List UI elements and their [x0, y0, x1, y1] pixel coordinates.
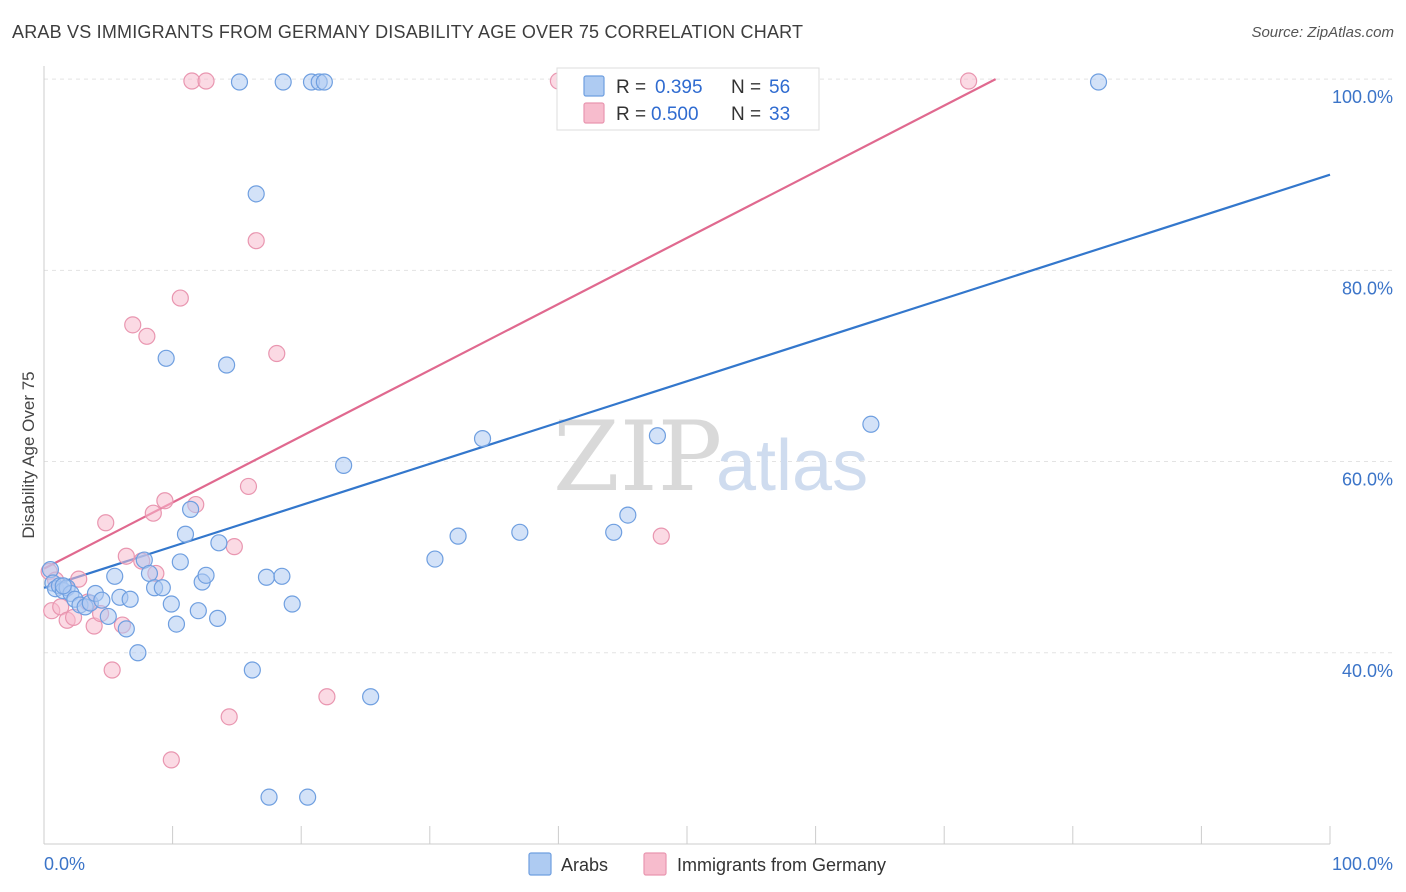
- correlation-legend: R = 0.395 N = 56 R = 0.500 N = 33: [556, 67, 820, 131]
- legend-n-value-germany: 33: [769, 104, 790, 125]
- point-arabs: [862, 415, 880, 433]
- point-arabs: [93, 591, 111, 609]
- point-arabs: [218, 356, 236, 374]
- bottom-legend-swatch-arabs: [528, 852, 552, 876]
- point-arabs: [176, 525, 195, 543]
- x-tick-label-max: 100.0%: [1332, 854, 1393, 874]
- point-arabs: [157, 349, 175, 367]
- point-arabs: [274, 73, 292, 91]
- point-arabs: [335, 456, 353, 474]
- point-germany: [70, 570, 88, 588]
- point-arabs: [182, 500, 200, 518]
- y-tick-label: 100.0%: [1332, 87, 1393, 107]
- point-germany: [97, 514, 115, 532]
- point-germany: [960, 72, 978, 90]
- point-arabs: [230, 73, 249, 91]
- point-germany: [138, 327, 156, 345]
- legend-n-label-arabs: N =: [731, 77, 761, 98]
- trend-line-germany: [43, 78, 997, 570]
- legend-r-label-arabs: R =: [616, 77, 646, 98]
- point-arabs: [605, 523, 623, 541]
- point-arabs: [210, 534, 228, 552]
- point-arabs: [129, 644, 147, 662]
- point-arabs: [426, 550, 444, 568]
- series-legend: Arabs Immigrants from Germany: [528, 852, 886, 876]
- bottom-legend-label-arabs: Arabs: [561, 855, 608, 875]
- point-arabs: [162, 595, 180, 613]
- point-germany: [652, 527, 670, 545]
- point-arabs: [117, 620, 135, 638]
- y-tick-label: 60.0%: [1342, 470, 1393, 490]
- point-arabs: [299, 788, 317, 806]
- point-germany: [162, 751, 180, 769]
- point-arabs: [106, 567, 124, 585]
- point-arabs: [315, 73, 333, 91]
- legend-r-value-germany: 0.500: [651, 104, 699, 125]
- point-germany: [156, 492, 174, 510]
- point-arabs: [449, 527, 467, 545]
- point-arabs: [189, 602, 207, 620]
- point-germany: [124, 316, 142, 334]
- legend-n-label-germany: N =: [731, 104, 761, 125]
- point-arabs: [153, 579, 171, 597]
- point-germany: [268, 344, 286, 363]
- point-germany: [103, 661, 121, 679]
- legend-n-value-arabs: 56: [769, 77, 790, 98]
- y-tick-label: 80.0%: [1342, 278, 1393, 298]
- point-arabs: [257, 568, 276, 586]
- chart-title: ARAB VS IMMIGRANTS FROM GERMANY DISABILI…: [12, 22, 804, 42]
- legend-r-value-arabs: 0.395: [655, 77, 703, 98]
- point-germany: [247, 232, 265, 250]
- point-arabs: [619, 506, 637, 524]
- source-credit: Source: ZipAtlas.com: [1251, 24, 1394, 41]
- point-arabs: [247, 185, 265, 203]
- point-arabs: [1089, 73, 1108, 91]
- point-arabs: [511, 523, 529, 541]
- trend-line-arabs: [43, 173, 1331, 589]
- y-axis-label: Disability Age Over 75: [19, 371, 38, 538]
- bottom-legend-label-germany: Immigrants from Germany: [677, 855, 886, 875]
- grid-lines: [44, 78, 1394, 654]
- point-arabs: [283, 595, 301, 613]
- legend-swatch-germany: [583, 102, 605, 124]
- point-germany: [117, 547, 135, 565]
- point-germany: [171, 289, 189, 307]
- point-germany: [225, 538, 243, 556]
- point-arabs: [140, 564, 159, 583]
- point-germany: [144, 504, 162, 522]
- legend-r-label-germany: R =: [616, 104, 646, 125]
- point-arabs: [273, 567, 291, 585]
- point-arabs: [121, 590, 139, 608]
- point-arabs: [209, 609, 227, 627]
- point-germany: [220, 708, 238, 726]
- point-germany: [197, 72, 215, 90]
- trend-lines: [43, 78, 1331, 589]
- point-arabs: [99, 607, 117, 626]
- point-arabs: [260, 788, 278, 806]
- point-arabs: [167, 615, 186, 633]
- bottom-legend-swatch-germany: [643, 852, 667, 876]
- point-arabs: [473, 430, 492, 448]
- point-arabs: [171, 553, 189, 571]
- legend-swatch-arabs: [583, 75, 605, 97]
- data-points: [40, 72, 1108, 806]
- point-arabs: [54, 577, 72, 595]
- point-arabs: [362, 688, 380, 706]
- x-tick-label-min: 0.0%: [44, 854, 85, 874]
- point-arabs: [197, 566, 215, 584]
- watermark-zip: ZIP: [553, 401, 722, 513]
- point-germany: [318, 688, 336, 706]
- watermark-atlas: atlas: [716, 426, 868, 506]
- point-arabs: [243, 661, 261, 679]
- y-tick-labels: 40.0% 60.0% 80.0% 100.0%: [1332, 87, 1393, 681]
- point-germany: [239, 477, 258, 496]
- axes: [43, 66, 1331, 845]
- y-tick-label: 40.0%: [1342, 661, 1393, 681]
- point-arabs: [648, 427, 667, 445]
